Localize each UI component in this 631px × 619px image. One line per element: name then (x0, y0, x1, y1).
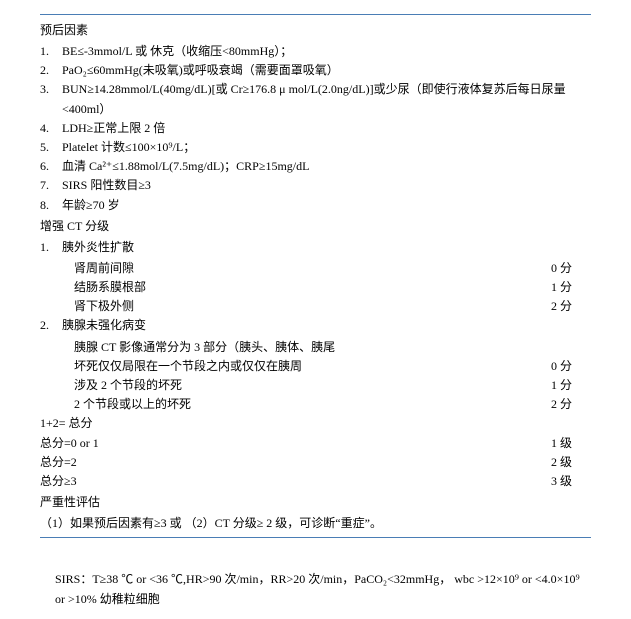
ct-row-label: 坏死仅仅局限在一个节段之内或仅仅在胰周 (74, 357, 551, 376)
num: 2. (40, 316, 62, 335)
num: 4. (40, 119, 62, 138)
prognostic-list: 1.BE≤-3mmol/L 或 休克（收缩压<80mmHg）； 2.PaO₂≤6… (40, 42, 591, 215)
severity-title: 严重性评估 (40, 493, 591, 510)
total-grade: 1 级 (551, 434, 591, 453)
num: 8. (40, 196, 62, 215)
num: 7. (40, 176, 62, 195)
item-text: SIRS 阳性数目≥3 (62, 176, 591, 195)
ct-sum: 1+2= 总分 (40, 414, 591, 433)
num: 2. (40, 61, 62, 80)
ct-row-score: 0 分 (551, 259, 591, 278)
ct-row-score: 2 分 (551, 297, 591, 316)
ct-row-label: 涉及 2 个节段的坏死 (74, 376, 551, 395)
ct-row-label: 2 个节段或以上的坏死 (74, 395, 551, 414)
total-label: 总分=0 or 1 (40, 434, 551, 453)
group-head: 胰外炎性扩散 (62, 238, 591, 257)
item-text: BE≤-3mmol/L 或 休克（收缩压<80mmHg）； (62, 42, 591, 61)
ct-row-score: 1 分 (551, 278, 591, 297)
item-text: LDH≥正常上限 2 倍 (62, 119, 591, 138)
ct-totals: 总分=0 or 11 级 总分=22 级 总分≥33 级 (40, 434, 591, 492)
top-rule (40, 14, 591, 15)
total-label: 总分≥3 (40, 472, 551, 491)
num: 5. (40, 138, 62, 157)
ct-group-2-rows: 胰腺 CT 影像通常分为 3 部分（胰头、胰体、胰尾 坏死仅仅局限在一个节段之内… (40, 338, 591, 415)
item-text: Platelet 计数≤100×10⁹/L； (62, 138, 591, 157)
total-grade: 2 级 (551, 453, 591, 472)
item-text: 血清 Ca²⁺≤1.88mol/L(7.5mg/dL)；CRP≥15mg/dL (62, 157, 591, 176)
ct-row-score: 1 分 (551, 376, 591, 395)
total-grade: 3 级 (551, 472, 591, 491)
total-label: 总分=2 (40, 453, 551, 472)
num: 3. (40, 80, 62, 118)
ct-group-1: 1.胰外炎性扩散 (40, 238, 591, 257)
group-head: 胰腺未强化病变 (62, 316, 591, 335)
ct-row-score: 2 分 (551, 395, 591, 414)
item-text: BUN≥14.28mmol/L(40mg/dL)[或 Cr≥176.8 μ mo… (62, 80, 591, 118)
severity-line: （1）如果预后因素有≥3 或 （2）CT 分级≥ 2 级，可诊断“重症”。 (40, 514, 591, 533)
ct-group-1-rows: 肾周前间隙0 分 结肠系膜根部1 分 肾下极外侧2 分 (40, 259, 591, 317)
prognostic-title: 预后因素 (40, 21, 591, 38)
ct-row-label: 肾下极外侧 (74, 297, 551, 316)
ct-row-score: 0 分 (551, 357, 591, 376)
ct-group-2: 2.胰腺未强化病变 (40, 316, 591, 335)
bottom-rule (40, 537, 591, 538)
ct-row-label: 结肠系膜根部 (74, 278, 551, 297)
ct-title: 增强 CT 分级 (40, 217, 591, 234)
sirs-note: SIRS：T≥38 ℃ or <36 ℃,HR>90 次/min，RR>20 次… (55, 570, 591, 608)
num: 1. (40, 42, 62, 61)
item-text: 年龄≥70 岁 (62, 196, 591, 215)
item-text: PaO₂≤60mmHg(未吸氧)或呼吸衰竭（需要面罩吸氧） (62, 61, 591, 80)
num: 1. (40, 238, 62, 257)
ct-row-label: 肾周前间隙 (74, 259, 551, 278)
ct-note: 胰腺 CT 影像通常分为 3 部分（胰头、胰体、胰尾 (74, 338, 551, 357)
num: 6. (40, 157, 62, 176)
